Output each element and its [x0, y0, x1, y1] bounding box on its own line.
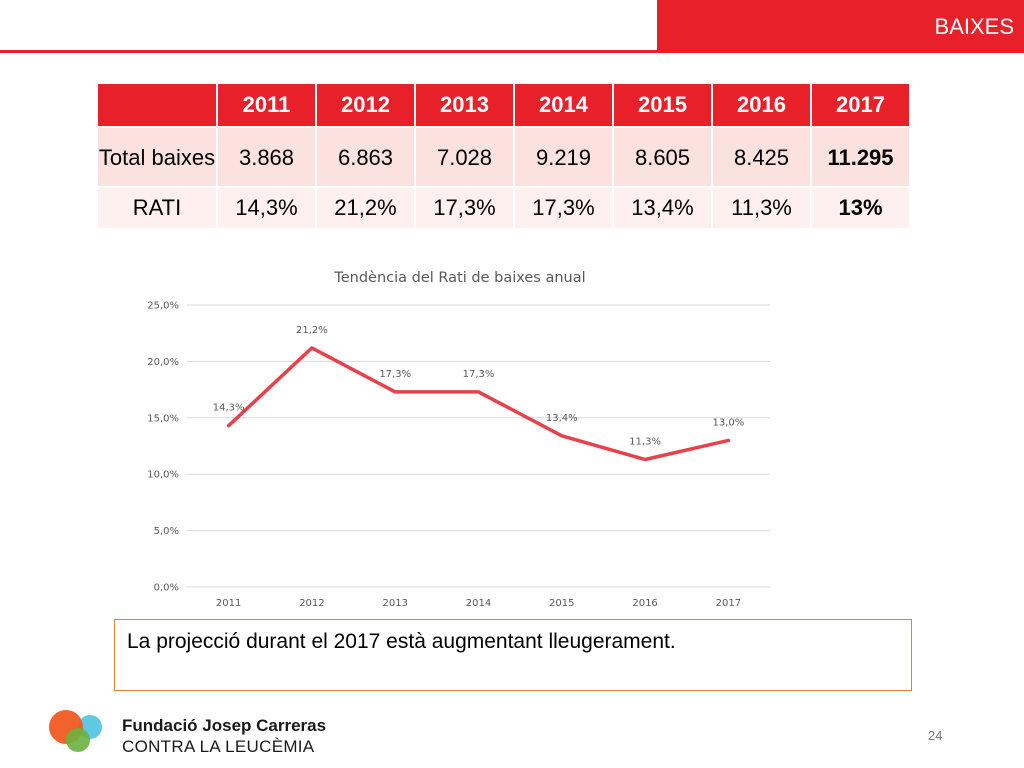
- header-rule: [0, 50, 660, 53]
- table-cell: 11.295: [810, 126, 911, 188]
- row-label-rati: RATI: [96, 186, 218, 230]
- data-label: 17,3%: [379, 369, 411, 380]
- fundacio-logo: [49, 710, 102, 752]
- table-cell: 14,3%: [216, 186, 317, 230]
- y-tick-label: 10,0%: [147, 470, 179, 481]
- y-tick-label: 15,0%: [147, 413, 179, 424]
- x-tick-label: 2014: [466, 598, 491, 609]
- x-tick-label: 2015: [549, 598, 574, 609]
- year-header: 2013: [414, 82, 515, 128]
- y-tick-label: 5,0%: [154, 526, 179, 537]
- table-cell: 17,3%: [414, 186, 515, 230]
- stats-table: 2011 2012 2013 2014 2015 2016 2017 Total…: [96, 82, 911, 230]
- data-label: 14,3%: [213, 403, 245, 414]
- note-text: La projecció durant el 2017 està augment…: [127, 630, 676, 653]
- brand-name: Fundació Josep Carreras: [122, 716, 327, 735]
- table-cell: 7.028: [414, 126, 515, 188]
- section-title: BAIXES: [934, 14, 1014, 39]
- year-header: 2015: [612, 82, 713, 128]
- data-label: 17,3%: [463, 369, 495, 380]
- data-label: 13,4%: [546, 413, 578, 424]
- brand-tagline: CONTRA LA LEUCÈMIA: [122, 737, 315, 756]
- table-cell: 8.425: [711, 126, 812, 188]
- year-header: 2011: [216, 82, 317, 128]
- year-header: 2012: [315, 82, 416, 128]
- table-cell: 13%: [810, 186, 911, 230]
- table-cell: 6.863: [315, 126, 416, 188]
- data-label: 21,2%: [296, 325, 328, 336]
- year-header: 2016: [711, 82, 812, 128]
- table-cell: 3.868: [216, 126, 317, 188]
- table-row: RATI 14,3% 21,2% 17,3% 17,3% 13,4% 11,3%…: [96, 186, 911, 230]
- x-tick-label: 2011: [216, 598, 241, 609]
- year-header: 2014: [513, 82, 614, 128]
- x-tick-label: 2017: [716, 598, 741, 609]
- table-cell: 11,3%: [711, 186, 812, 230]
- section-header: BAIXES: [657, 0, 1024, 53]
- page-number: 24: [928, 728, 943, 743]
- x-tick-label: 2013: [382, 598, 407, 609]
- note-box: La projecció durant el 2017 està augment…: [114, 619, 912, 691]
- line-chart: Tendència del Rati de baixes anual 0,0% 5…: [147, 270, 770, 609]
- data-label: 13,0%: [712, 417, 744, 428]
- y-tick-label: 20,0%: [147, 357, 179, 368]
- table-cell: 9.219: [513, 126, 614, 188]
- table-cell: 13,4%: [612, 186, 713, 230]
- row-label-total-baixes: Total baixes: [96, 126, 218, 188]
- table-cell: 21,2%: [315, 186, 416, 230]
- table-cell: 17,3%: [513, 186, 614, 230]
- x-tick-label: 2016: [632, 598, 657, 609]
- chart-title: Tendència del Rati de baixes anual: [333, 270, 585, 286]
- year-header: 2017: [810, 82, 911, 128]
- series-line: [226, 346, 731, 462]
- table-corner-cell: [96, 82, 218, 128]
- y-tick-label: 0,0%: [154, 583, 179, 594]
- x-tick-label: 2012: [299, 598, 324, 609]
- table-row: Total baixes 3.868 6.863 7.028 9.219 8.6…: [96, 126, 911, 188]
- table-header-row: 2011 2012 2013 2014 2015 2016 2017: [96, 82, 911, 128]
- y-tick-label: 25,0%: [147, 301, 179, 312]
- data-label: 11,3%: [629, 437, 661, 448]
- table-cell: 8.605: [612, 126, 713, 188]
